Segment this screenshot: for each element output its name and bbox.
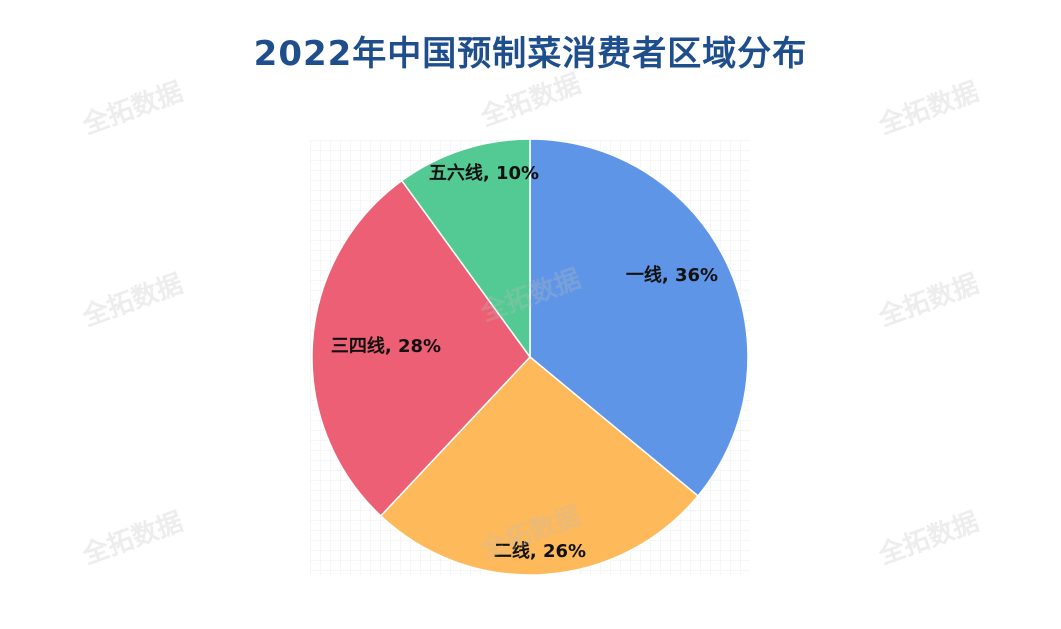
pie-slice-1 [379,355,700,576]
pie-slice-3 [400,138,531,360]
slice-label-1: 二线, 26% [494,540,586,562]
chart-title: 2022年中国预制菜消费者区域分布 [253,34,808,74]
slice-label-2: 三四线, 28% [331,335,441,357]
slice-label-0: 一线, 36% [626,264,718,286]
pie-slice-2 [311,179,531,517]
slice-label-3: 五六线, 10% [429,162,539,184]
pie-slice-0 [529,138,749,498]
